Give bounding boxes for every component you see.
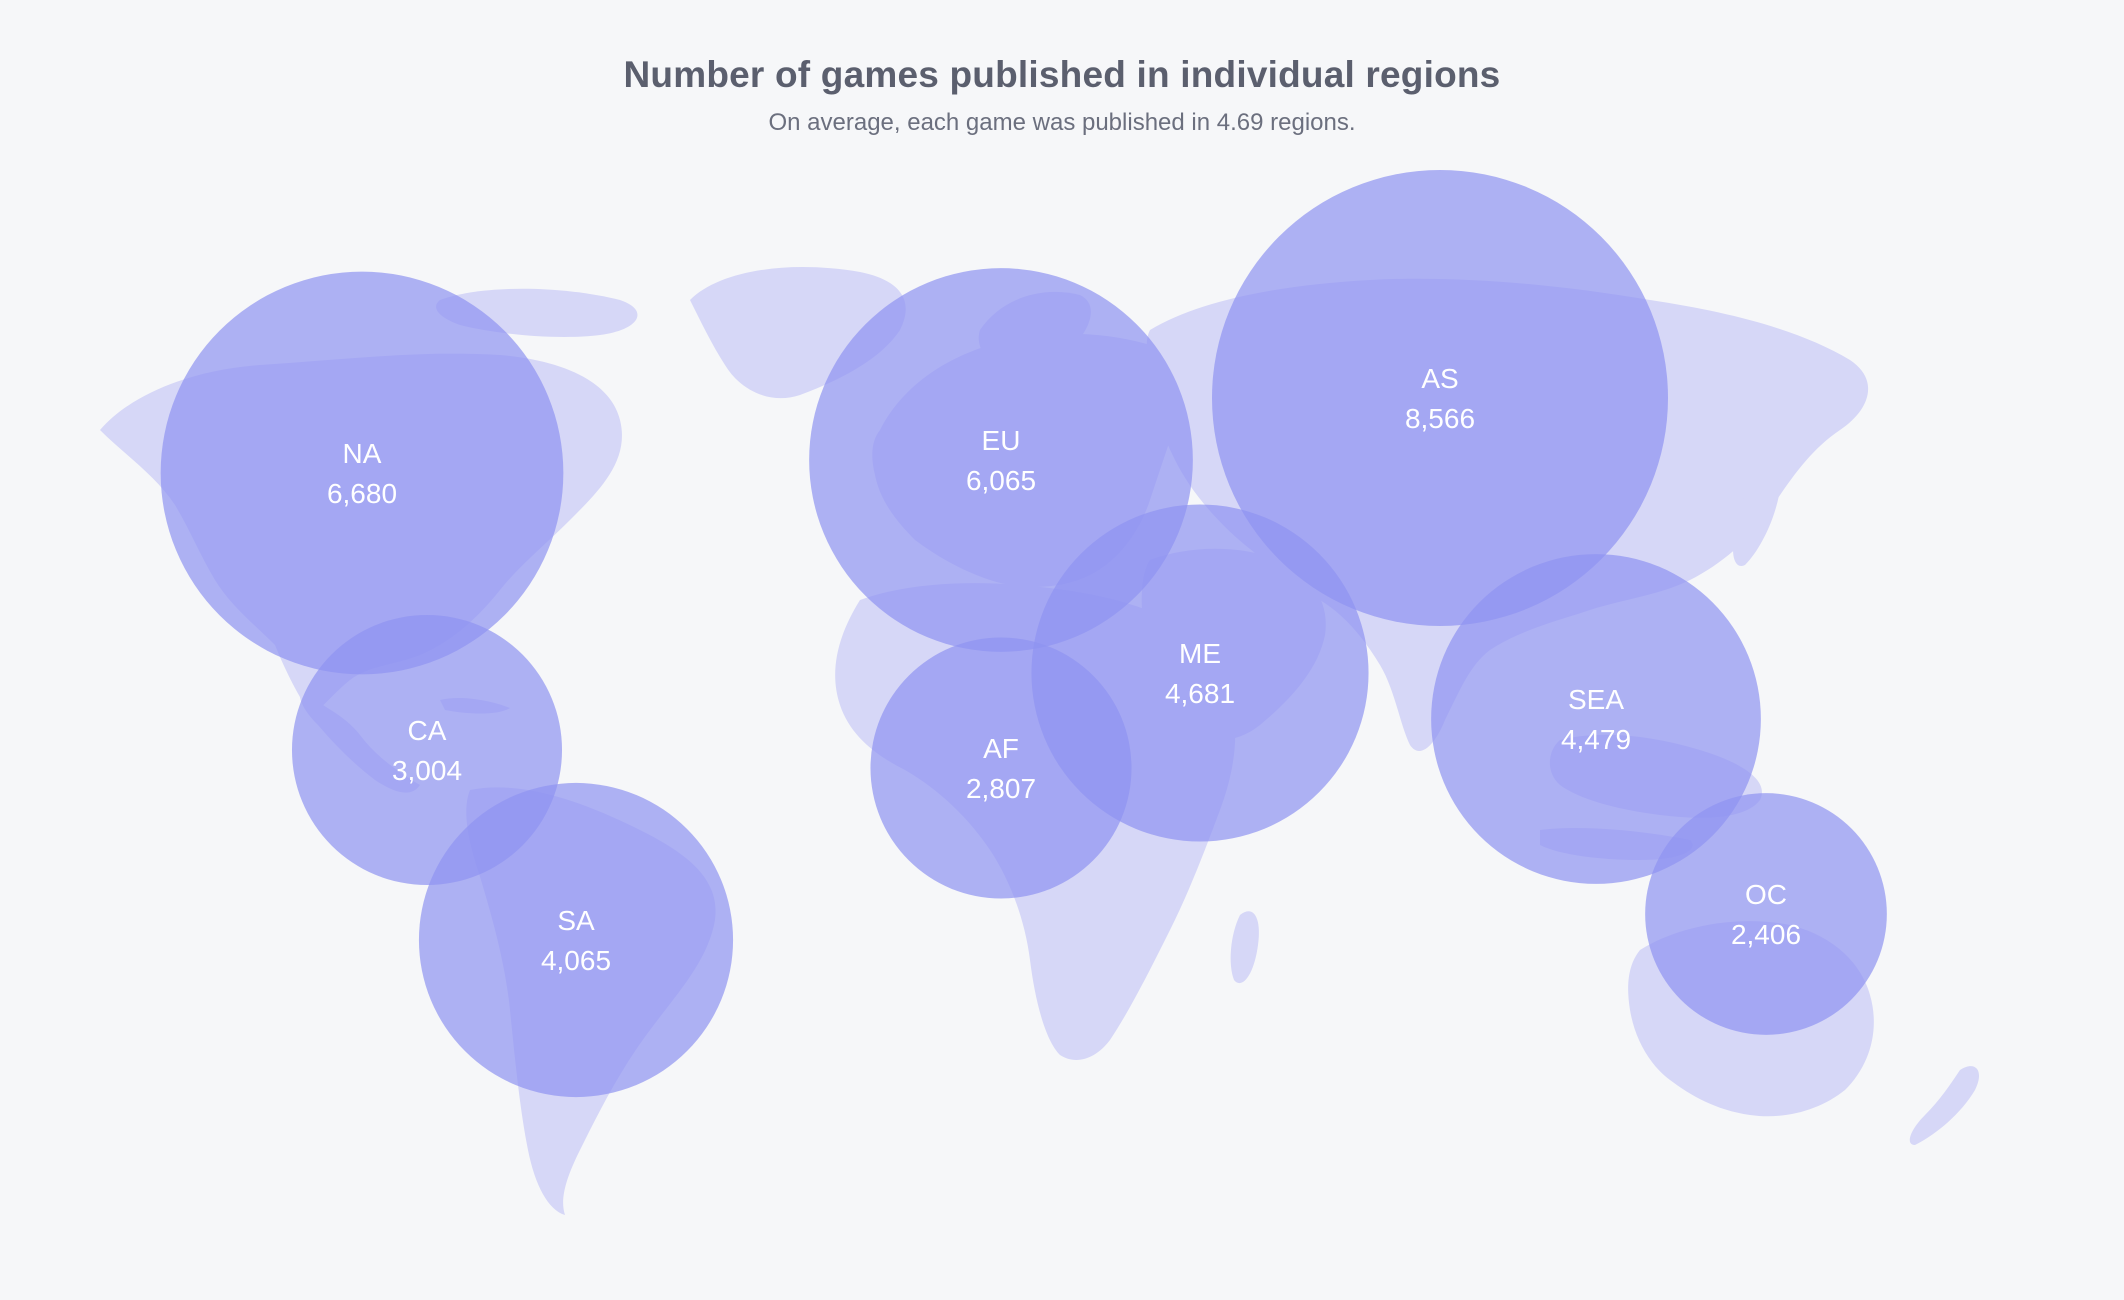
bubble-as: AS 8,566 bbox=[1212, 170, 1668, 626]
landmass-new-zealand bbox=[1909, 1066, 1980, 1145]
bubble-label-eu: EU bbox=[982, 425, 1021, 456]
bubble-label-na: NA bbox=[343, 438, 382, 469]
bubble-value-as: 8,566 bbox=[1405, 403, 1475, 434]
bubble-label-ca: CA bbox=[408, 715, 447, 746]
bubble-value-sea: 4,479 bbox=[1561, 724, 1631, 755]
bubble-circle-me bbox=[1031, 504, 1369, 842]
bubble-label-af: AF bbox=[983, 733, 1019, 764]
chart-subtitle: On average, each game was published in 4… bbox=[768, 109, 1356, 136]
bubble-circle-sa bbox=[418, 782, 734, 1098]
bubble-label-oc: OC bbox=[1745, 879, 1787, 910]
bubble-value-ca: 3,004 bbox=[392, 755, 462, 786]
bubble-value-sa: 4,065 bbox=[541, 945, 611, 976]
bubble-value-eu: 6,065 bbox=[966, 465, 1036, 496]
bubble-me: ME 4,681 bbox=[1031, 504, 1369, 842]
bubble-oc: OC 2,406 bbox=[1645, 793, 1887, 1035]
bubble-circle-sea bbox=[1431, 554, 1761, 884]
bubble-label-as: AS bbox=[1421, 363, 1458, 394]
bubble-value-me: 4,681 bbox=[1165, 678, 1235, 709]
bubble-circle-oc bbox=[1645, 793, 1887, 1035]
bubble-value-oc: 2,406 bbox=[1731, 919, 1801, 950]
bubble-label-me: ME bbox=[1179, 638, 1221, 669]
bubble-value-na: 6,680 bbox=[327, 478, 397, 509]
bubble-sa: SA 4,065 bbox=[418, 782, 734, 1098]
landmass-japan bbox=[1733, 461, 1781, 566]
bubble-circle-na bbox=[160, 271, 564, 675]
bubble-sea: SEA 4,479 bbox=[1431, 554, 1761, 884]
bubble-label-sa: SA bbox=[557, 905, 595, 936]
landmass-madagascar bbox=[1230, 911, 1259, 984]
chart-title: Number of games published in individual … bbox=[623, 54, 1501, 95]
bubble-na: NA 6,680 bbox=[160, 271, 564, 675]
bubble-circle-as bbox=[1212, 170, 1668, 626]
bubble-label-sea: SEA bbox=[1568, 684, 1624, 715]
region-bubbles: NA 6,680 CA 3,004 SA 4,065 EU 6,065 AF 2,807 ME 4,6… bbox=[160, 170, 1887, 1098]
bubble-value-af: 2,807 bbox=[966, 773, 1036, 804]
